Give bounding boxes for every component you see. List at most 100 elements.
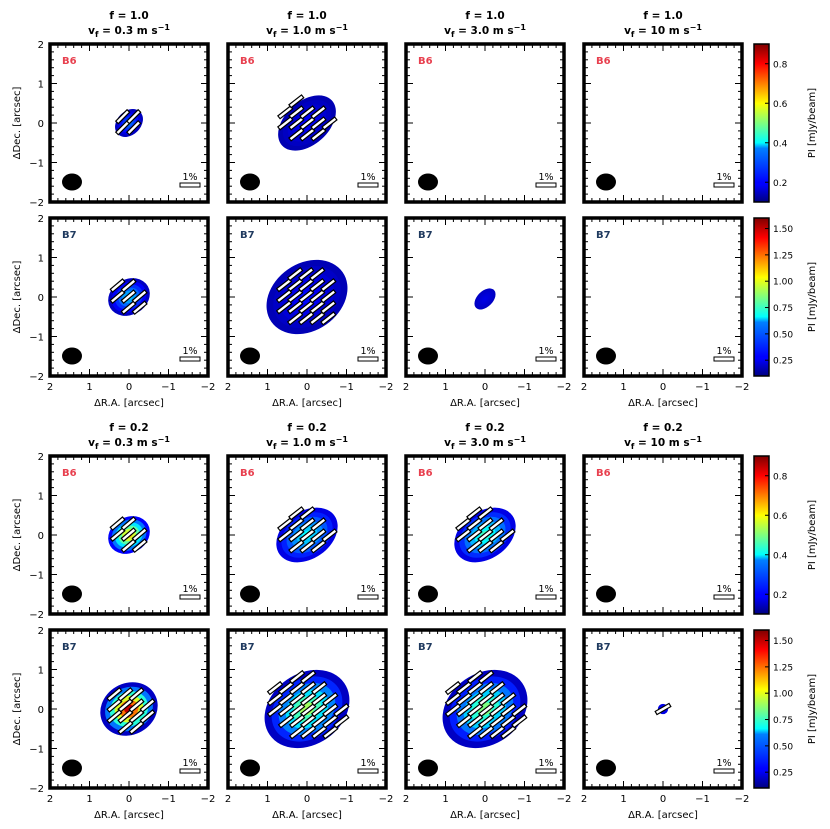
x-tick-label: −2 — [201, 794, 216, 805]
scale-bar — [713, 768, 735, 774]
polarization-vector — [131, 527, 148, 542]
polarization-vector — [120, 527, 137, 542]
beam-ellipse — [596, 759, 616, 777]
polarization-vector — [125, 108, 142, 125]
colorbar-gradient — [753, 455, 770, 615]
colorbar-label: PI [mJy/beam] — [807, 262, 818, 332]
y-tick-label: −2 — [29, 610, 44, 621]
band-label: B6 — [596, 56, 611, 67]
colorbar-tick-label: 0.8 — [773, 60, 788, 70]
band-label: B6 — [62, 56, 77, 67]
x-axis-label: ΔR.A. [arcsec] — [272, 810, 342, 821]
polarization-vector — [333, 714, 350, 729]
polarization-vector — [128, 698, 145, 713]
scale-bar-label: 1% — [538, 584, 553, 595]
beam-ellipse — [240, 173, 260, 191]
polarization-vector — [297, 266, 315, 282]
colorbar-gradient — [753, 217, 770, 377]
polarization-vector — [310, 116, 327, 131]
polarization-vector — [131, 289, 148, 304]
y-tick-label: 2 — [38, 40, 44, 51]
band-label: B7 — [596, 642, 611, 653]
panel: B6 1% — [582, 454, 744, 616]
scale-bar-label: 1% — [716, 346, 731, 357]
y-tick-label: 0 — [38, 293, 44, 304]
colorbar-tick-label: 1.50 — [773, 637, 793, 647]
x-tick-label: 0 — [304, 794, 310, 805]
polarization-vector — [320, 277, 337, 293]
x-axis-label: ΔR.A. [arcsec] — [94, 810, 164, 821]
band-label: B7 — [418, 230, 433, 241]
column-title-vf: vf = 1.0 m s−1 — [266, 23, 348, 39]
scale-bar-label: 1% — [360, 172, 375, 183]
polarization-vector — [125, 119, 142, 136]
colorbar-tick-label: 0.50 — [773, 742, 793, 752]
polarization-vector — [466, 725, 484, 740]
polarization-vector — [444, 680, 462, 696]
x-tick-label: −2 — [735, 794, 750, 805]
y-tick-label: 2 — [38, 214, 44, 225]
x-tick-label: 0 — [126, 382, 132, 393]
colorbar-label: PI [mJy/beam] — [807, 500, 818, 570]
polarization-vector — [444, 691, 462, 707]
x-axis-label: ΔR.A. [arcsec] — [272, 398, 342, 409]
polarization-vector — [128, 687, 145, 702]
scale-bar-label: 1% — [538, 758, 553, 769]
emission-contour — [483, 297, 487, 301]
x-tick-label: −1 — [517, 382, 532, 393]
column-title-f: f = 0.2 — [109, 422, 148, 434]
y-tick-label: −1 — [29, 745, 44, 756]
polarization-vector — [277, 116, 294, 131]
polarization-vector — [488, 517, 505, 532]
polarization-vector — [511, 702, 528, 718]
polarization-vector — [455, 528, 472, 543]
y-axis-label: ΔDec. [arcsec] — [12, 673, 23, 746]
colorbar: 0.2 0.4 0.6 0.8 PI [mJy/beam] — [753, 455, 818, 615]
y-tick-label: −1 — [29, 159, 44, 170]
polarization-vector — [299, 506, 316, 521]
polarization-vector — [488, 680, 506, 696]
x-tick-label: 0 — [304, 382, 310, 393]
beam-ellipse — [62, 347, 82, 365]
panel: B6 1% — [226, 42, 388, 204]
scale-bar — [179, 356, 201, 362]
polarization-vector — [299, 725, 317, 740]
scale-bar-label: 1% — [182, 172, 197, 183]
x-axis-label: ΔR.A. [arcsec] — [450, 810, 520, 821]
colorbar: 0.25 0.50 0.75 1.00 1.25 1.50 PI [mJy/beam] — [753, 217, 818, 377]
polarization-vector — [310, 105, 327, 120]
colorbar-tick-label: 0.2 — [773, 591, 787, 601]
polarization-vector — [299, 105, 316, 120]
panel: B6 1% 2 1 0 −1 −2 ΔDec. [arcsec] — [12, 452, 210, 621]
polarization-vector — [117, 720, 134, 735]
polarization-vector — [288, 127, 305, 142]
polarization-vector — [500, 691, 517, 707]
x-tick-label: 0 — [660, 382, 666, 393]
polarization-vector — [477, 506, 494, 521]
polarization-vector — [286, 266, 304, 282]
polarization-vector — [275, 289, 293, 304]
x-tick-label: 1 — [442, 794, 448, 805]
x-tick-label: 0 — [482, 382, 488, 393]
polarization-vector — [477, 517, 494, 532]
colorbar-tick-label: 0.4 — [773, 551, 788, 561]
polarization-vector — [277, 528, 294, 543]
band-label: B6 — [62, 468, 77, 479]
polarization-vector — [139, 698, 156, 713]
x-tick-label: 1 — [620, 794, 626, 805]
band-label: B7 — [62, 642, 77, 653]
band-label: B6 — [418, 468, 433, 479]
colorbar-tick-label: 1.00 — [773, 690, 793, 700]
polarization-vector — [277, 714, 295, 729]
scale-bar-label: 1% — [182, 346, 197, 357]
polarization-vector — [106, 709, 123, 724]
y-tick-label: −1 — [29, 571, 44, 582]
colorbar-tick-label: 0.8 — [773, 472, 788, 482]
column-title-f: f = 1.0 — [465, 10, 504, 22]
y-tick-label: −1 — [29, 333, 44, 344]
colorbar-tick-label: 1.25 — [773, 251, 793, 261]
band-label: B7 — [418, 642, 433, 653]
polarization-vector — [106, 687, 123, 702]
x-axis-label: ΔR.A. [arcsec] — [628, 398, 698, 409]
scale-bar — [535, 768, 557, 774]
